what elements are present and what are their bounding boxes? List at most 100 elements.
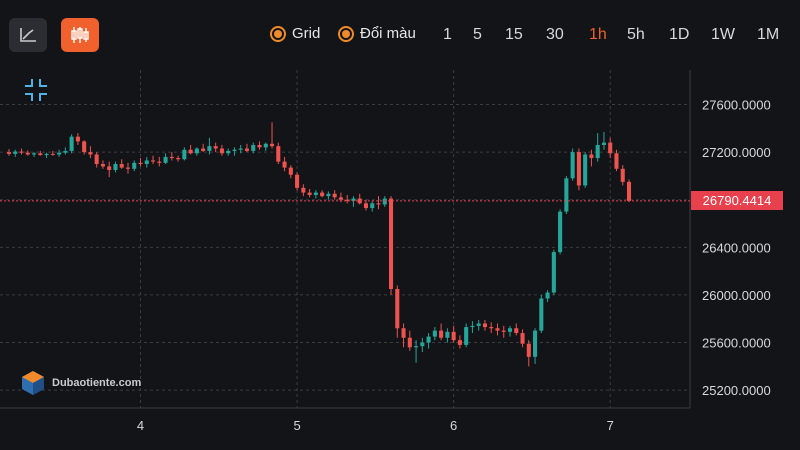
line-chart-button[interactable] — [9, 18, 47, 52]
candle-body — [219, 148, 224, 154]
grid-label: Grid — [292, 25, 321, 42]
candle-body — [201, 148, 206, 151]
price-tick-label: 27600.0000 — [702, 98, 771, 113]
candle-body — [376, 203, 381, 205]
timeframe-1h[interactable]: 1h — [589, 26, 607, 43]
candle-body — [144, 160, 149, 165]
timeframe-1m[interactable]: 1M — [757, 26, 780, 43]
candle-body — [533, 330, 538, 357]
candle-body — [620, 168, 625, 182]
candle-body — [151, 160, 156, 162]
candle-body — [514, 328, 519, 334]
candle-body — [332, 193, 337, 198]
candlestick-icon — [71, 27, 89, 43]
candle-body — [338, 197, 343, 200]
candle-body — [558, 211, 563, 253]
candle-body — [570, 152, 575, 179]
candle-body — [19, 151, 24, 153]
candle-body — [176, 158, 181, 160]
candle-body — [432, 330, 437, 337]
candle-body — [94, 154, 99, 165]
candle-body — [251, 144, 256, 151]
candle-body — [63, 150, 68, 153]
candle-body — [388, 198, 394, 289]
candle-body — [244, 148, 250, 151]
toolbar: Grid Đổi màu 1 5 15 30 1h 5h 1D 1W 1M — [0, 0, 800, 70]
candle-body — [232, 149, 237, 151]
time-tick-label: 6 — [450, 418, 457, 433]
candle-body — [288, 167, 293, 175]
color-label: Đổi màu — [360, 25, 416, 42]
timeframe-5h[interactable]: 5h — [627, 26, 645, 43]
candlestick-button[interactable] — [61, 18, 99, 52]
time-tick-label: 4 — [137, 418, 144, 433]
candle-body — [169, 156, 174, 159]
candle-body — [213, 146, 218, 149]
price-tick-label: 25200.0000 — [702, 383, 771, 398]
color-radio-icon — [338, 25, 354, 42]
candle-body — [38, 153, 43, 156]
candle-body — [489, 327, 494, 329]
collapse-icon[interactable] — [24, 78, 48, 102]
candle-body — [445, 331, 450, 338]
candle-body — [182, 149, 187, 160]
color-toggle[interactable]: Đổi màu — [338, 25, 416, 42]
candle-body — [401, 328, 406, 338]
candle-body — [626, 181, 632, 201]
candle-body — [269, 143, 275, 147]
candle-body — [326, 193, 331, 197]
timeframe-1w[interactable]: 1W — [711, 26, 735, 43]
candle-body — [501, 330, 506, 332]
timeframe-1[interactable]: 1 — [443, 26, 452, 43]
candle-body — [107, 166, 112, 170]
candle-body — [363, 203, 369, 209]
candle-body — [320, 192, 325, 197]
timeframe-1d[interactable]: 1D — [669, 26, 690, 43]
candle-body — [464, 327, 469, 345]
price-tick-label: 27200.0000 — [702, 145, 771, 160]
candle-body — [295, 174, 300, 188]
chart-grid — [0, 70, 690, 408]
timeframe-5[interactable]: 5 — [473, 26, 482, 43]
candles — [6, 122, 632, 367]
watermark-text: Dubaotiente.com — [52, 377, 142, 389]
candle-body — [564, 178, 569, 212]
candle-body — [495, 328, 500, 331]
candle-body — [507, 328, 513, 332]
candle-body — [545, 292, 550, 299]
candle-body — [414, 346, 419, 348]
candle-body — [57, 152, 62, 155]
candle-body — [125, 167, 131, 169]
candle-body — [357, 198, 362, 204]
price-tick-label: 25600.0000 — [702, 336, 771, 351]
candle-body — [157, 161, 162, 163]
candle-body — [194, 148, 199, 154]
candle-body — [276, 146, 281, 162]
watermark: Dubaotiente.com — [20, 370, 141, 396]
time-axis-labels: 4 5 6 7 — [137, 418, 614, 433]
candle-body — [439, 330, 444, 338]
candle-body — [188, 149, 193, 154]
candle-body — [207, 146, 212, 151]
price-tick-label: 26400.0000 — [702, 240, 771, 255]
candle-body — [595, 144, 600, 159]
candle-body — [526, 343, 531, 357]
grid-toggle[interactable]: Grid — [270, 25, 320, 42]
candle-body — [583, 154, 588, 186]
timeframe-15[interactable]: 15 — [505, 26, 523, 43]
candle-body — [132, 162, 137, 169]
candle-body — [470, 325, 475, 328]
candle-body — [539, 298, 544, 331]
candle-body — [25, 152, 30, 155]
candle-body — [351, 198, 356, 201]
candle-body — [382, 198, 387, 205]
candle-body — [576, 152, 581, 186]
candle-body — [551, 252, 556, 293]
candle-body — [13, 151, 18, 154]
candle-body — [257, 144, 262, 148]
candle-body — [163, 156, 168, 163]
candle-body — [457, 340, 462, 345]
candle-body — [69, 136, 74, 151]
timeframe-30[interactable]: 30 — [546, 26, 564, 43]
candle-body — [608, 142, 613, 154]
